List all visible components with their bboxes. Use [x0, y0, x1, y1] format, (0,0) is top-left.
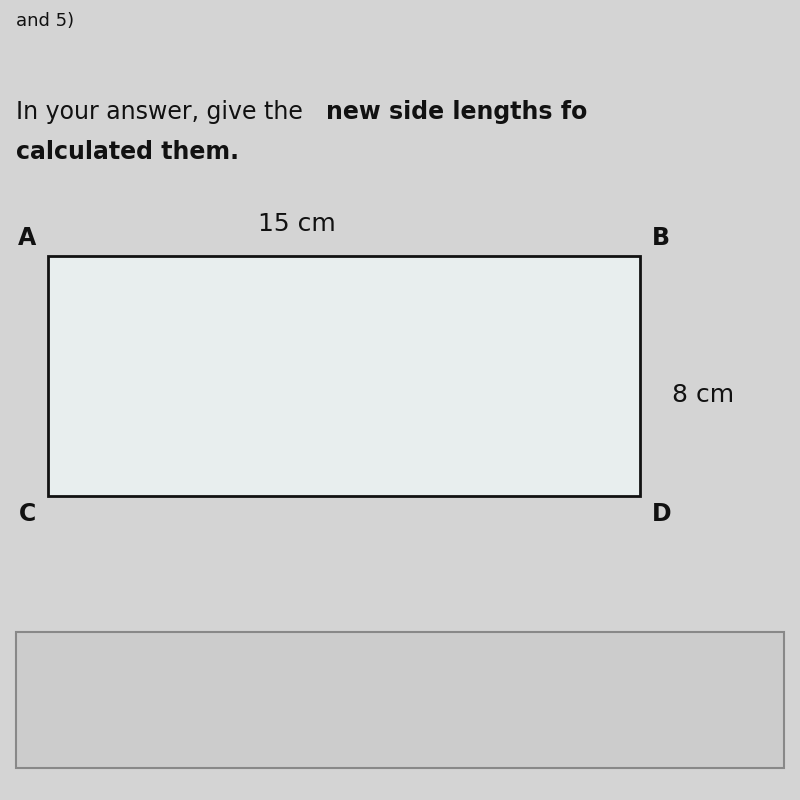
Text: D: D	[652, 502, 672, 526]
Text: A: A	[18, 226, 36, 250]
Text: In your answer, give the: In your answer, give the	[16, 100, 310, 124]
Text: 15 cm: 15 cm	[258, 212, 335, 236]
Text: C: C	[18, 502, 36, 526]
Text: B: B	[652, 226, 670, 250]
Bar	[48, 256, 640, 496]
Bar	[16, 632, 784, 768]
Text: calculated them.: calculated them.	[16, 140, 239, 164]
Text: new side lengths fo: new side lengths fo	[326, 100, 588, 124]
Text: 8 cm: 8 cm	[672, 383, 734, 407]
Text: and 5): and 5)	[16, 12, 74, 30]
